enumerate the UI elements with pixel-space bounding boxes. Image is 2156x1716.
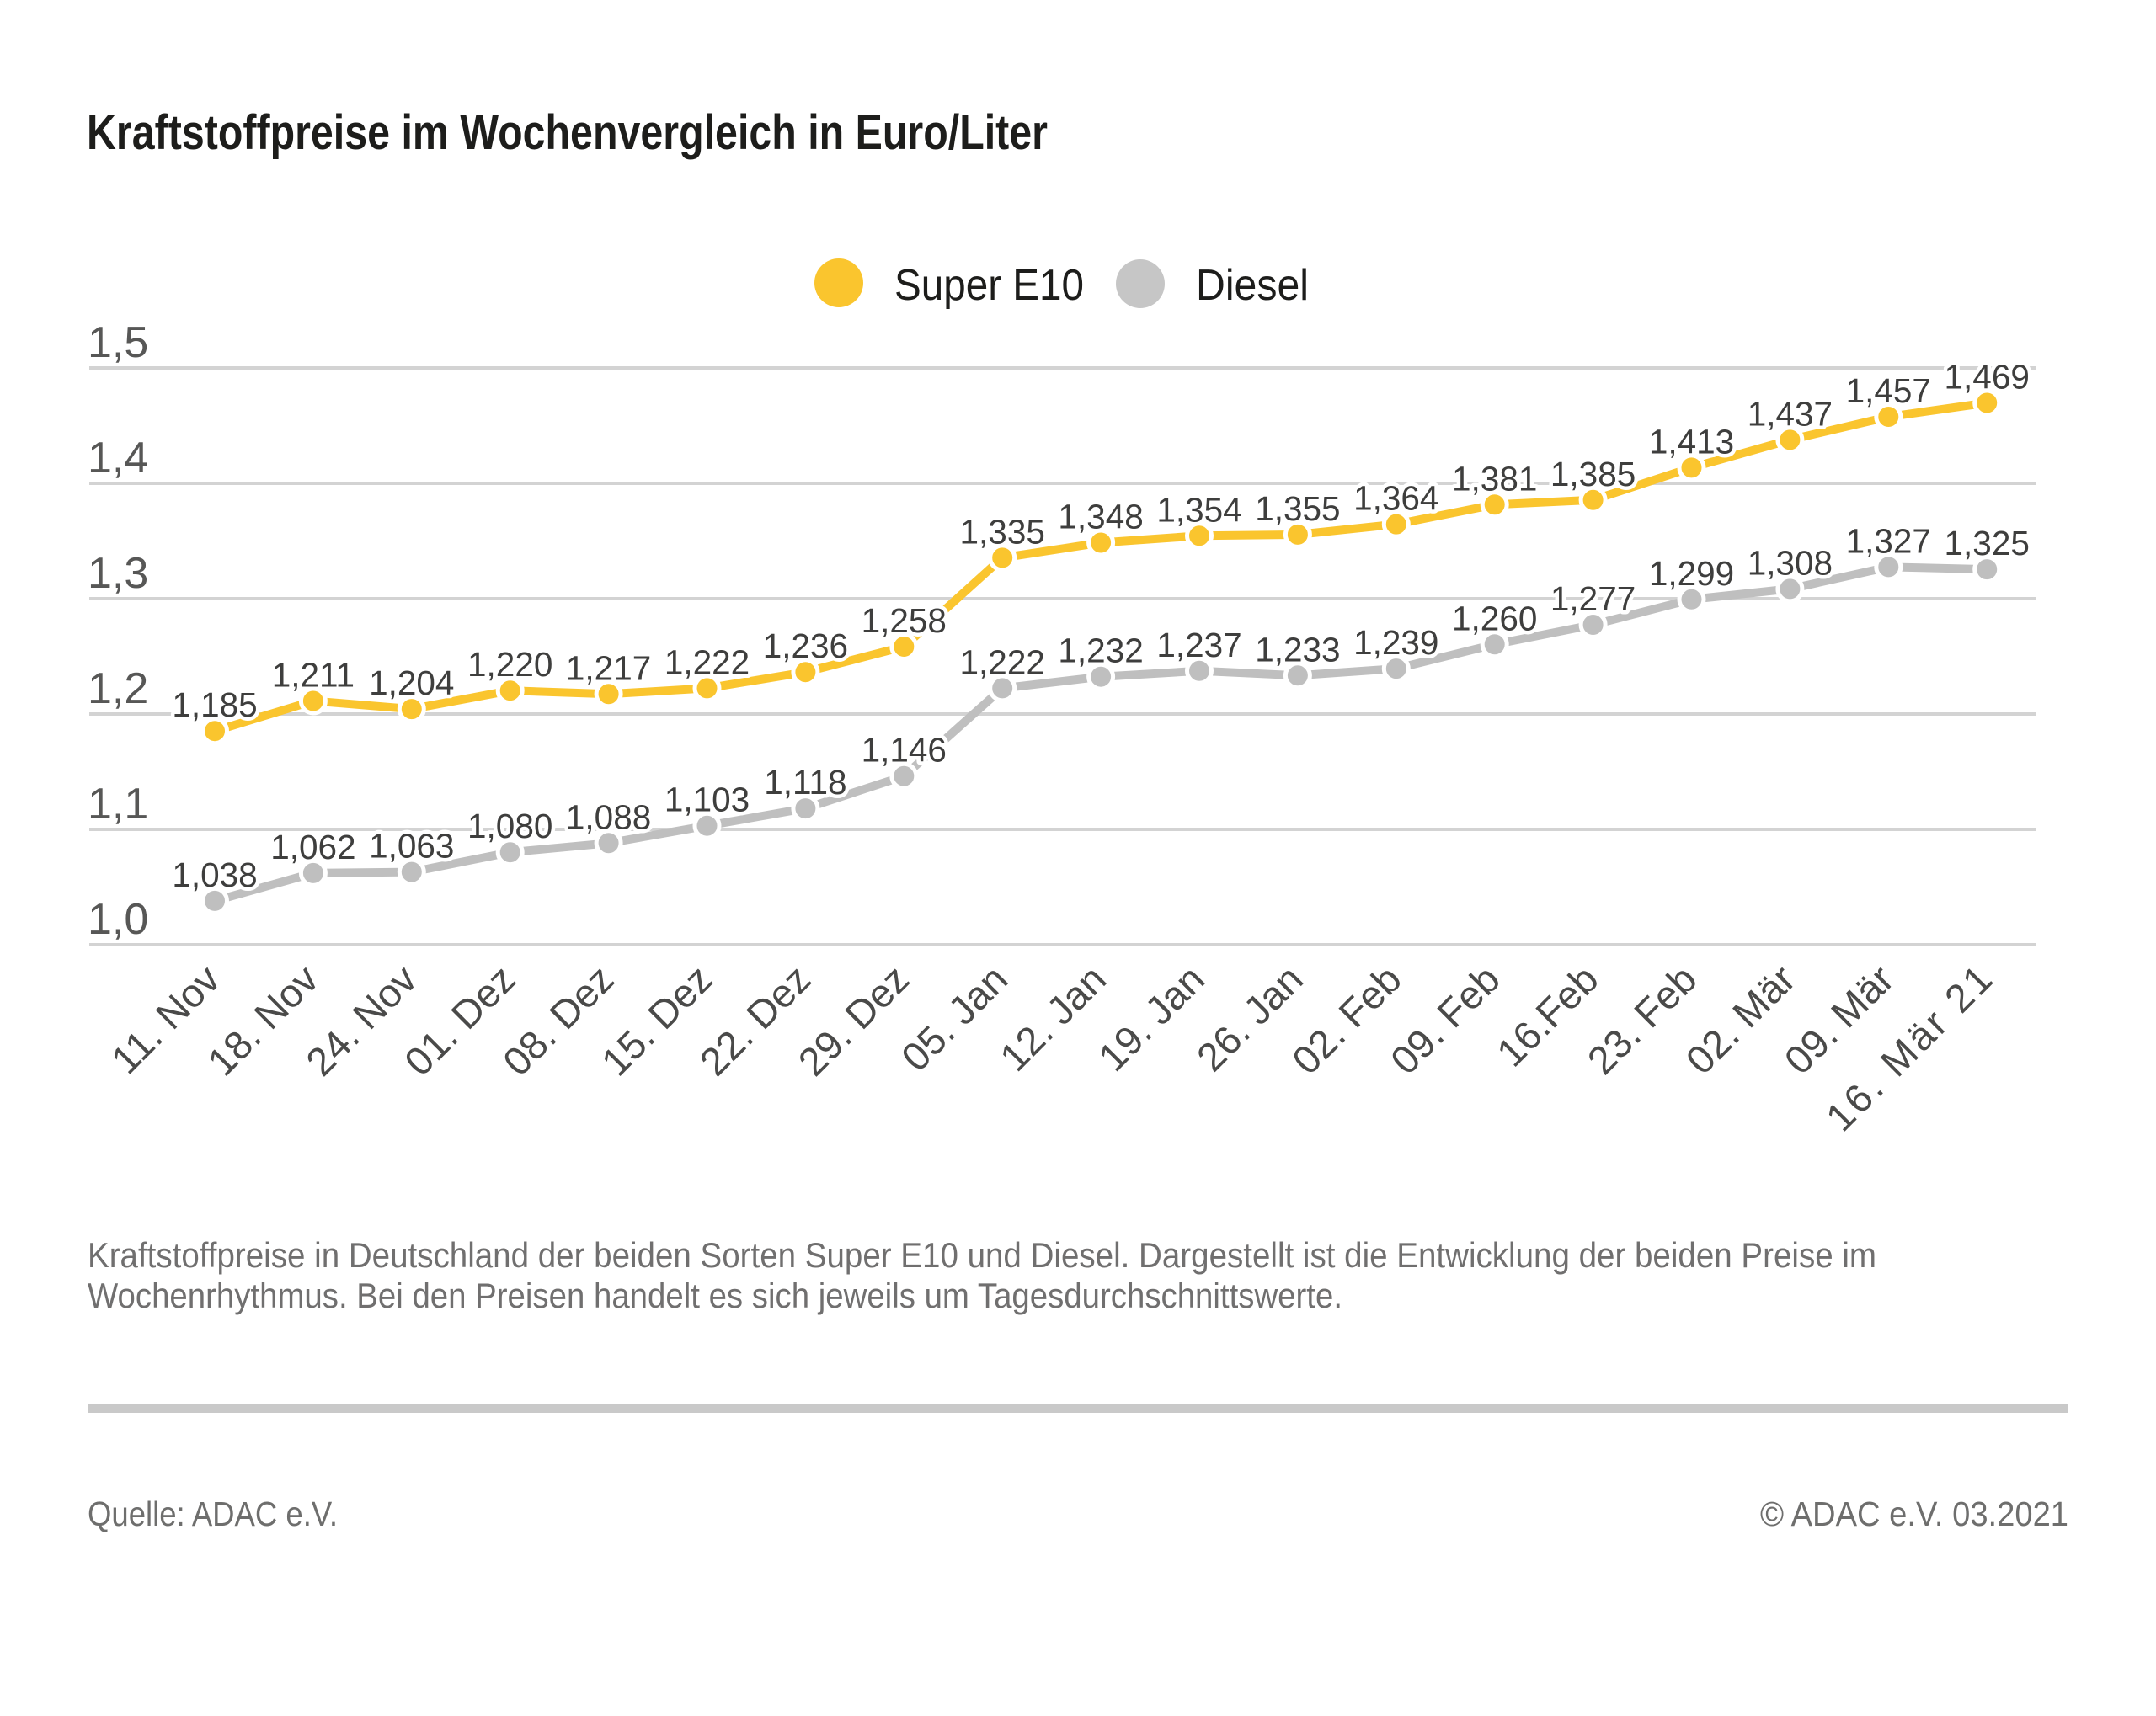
svg-text:1,325: 1,325: [1945, 524, 2030, 562]
svg-text:© ADAC e.V. 03.2021: © ADAC e.V. 03.2021: [1760, 1495, 2068, 1533]
svg-text:1,3: 1,3: [88, 549, 148, 598]
svg-text:1,222: 1,222: [664, 642, 750, 681]
svg-text:1,355: 1,355: [1255, 489, 1340, 528]
svg-text:Diesel: Diesel: [1196, 261, 1309, 310]
svg-text:1,5: 1,5: [88, 318, 148, 367]
svg-text:1,327: 1,327: [1846, 521, 1931, 560]
svg-text:1,233: 1,233: [1255, 630, 1340, 669]
svg-text:1,381: 1,381: [1452, 459, 1537, 498]
svg-text:Super E10: Super E10: [894, 261, 1084, 310]
svg-text:1,260: 1,260: [1452, 599, 1537, 637]
svg-text:Kraftstoffpreise im Wochenverg: Kraftstoffpreise im Wochenvergleich in E…: [87, 105, 1048, 160]
svg-text:1,277: 1,277: [1550, 579, 1636, 618]
svg-text:1,299: 1,299: [1649, 554, 1734, 593]
svg-text:1,204: 1,204: [369, 663, 454, 702]
svg-text:1,335: 1,335: [960, 512, 1045, 551]
svg-text:Kraftstoffpreise in Deutschlan: Kraftstoffpreise in Deutschland der beid…: [88, 1235, 1876, 1275]
svg-text:1,385: 1,385: [1550, 455, 1636, 493]
svg-text:1,103: 1,103: [664, 781, 750, 819]
svg-text:Wochenrhythmus. Bei den Preise: Wochenrhythmus. Bei den Preisen handelt …: [88, 1276, 1342, 1315]
svg-text:1,220: 1,220: [467, 645, 552, 684]
svg-text:1,217: 1,217: [566, 648, 651, 687]
svg-text:1,1: 1,1: [88, 780, 148, 829]
svg-text:1,239: 1,239: [1353, 623, 1438, 662]
svg-text:1,469: 1,469: [1945, 358, 2030, 397]
svg-text:1,258: 1,258: [862, 601, 947, 640]
svg-text:Quelle: ADAC e.V.: Quelle: ADAC e.V.: [88, 1495, 338, 1533]
svg-text:1,348: 1,348: [1058, 498, 1143, 536]
svg-text:1,232: 1,232: [1058, 632, 1143, 670]
svg-text:1,364: 1,364: [1353, 479, 1438, 518]
svg-text:1,437: 1,437: [1748, 394, 1833, 433]
svg-text:1,4: 1,4: [88, 434, 148, 482]
svg-text:1,222: 1,222: [960, 642, 1045, 681]
svg-text:1,237: 1,237: [1156, 626, 1241, 664]
svg-text:1,0: 1,0: [88, 895, 148, 944]
svg-text:1,236: 1,236: [763, 626, 848, 665]
svg-text:1,118: 1,118: [764, 763, 846, 802]
svg-text:1,354: 1,354: [1156, 490, 1241, 529]
svg-text:1,185: 1,185: [172, 685, 257, 724]
svg-text:1,063: 1,063: [369, 827, 454, 866]
svg-text:1,2: 1,2: [88, 664, 148, 713]
svg-text:1,211: 1,211: [272, 656, 355, 695]
svg-text:1,062: 1,062: [270, 828, 355, 866]
svg-text:1,080: 1,080: [467, 807, 552, 845]
svg-text:1,457: 1,457: [1846, 371, 1931, 410]
svg-text:1,413: 1,413: [1649, 422, 1734, 461]
svg-text:1,038: 1,038: [172, 855, 257, 894]
svg-text:1,146: 1,146: [862, 731, 947, 770]
svg-text:1,308: 1,308: [1748, 543, 1833, 582]
svg-text:1,088: 1,088: [566, 797, 651, 836]
